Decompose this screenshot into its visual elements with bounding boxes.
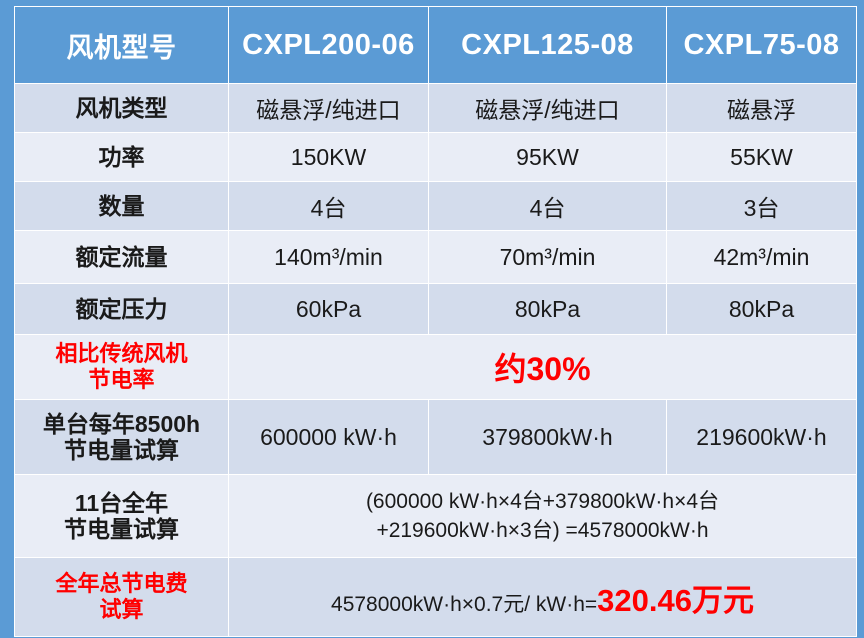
total-cost-label-line1: 全年总节电费 — [55, 570, 188, 596]
saving-rate-label-line1: 相比传统风机 — [55, 340, 188, 366]
cell-power-2: 95KW — [428, 132, 667, 182]
cell-rated-flow-1: 140m³/min — [228, 230, 429, 284]
row-label-fan-type: 风机类型 — [14, 83, 229, 133]
table-row: 风机类型 磁悬浮/纯进口 磁悬浮/纯进口 磁悬浮 — [14, 83, 857, 133]
eleven-units-label-line2: 节电量试算 — [64, 516, 179, 542]
header-model-3: CXPL75-08 — [666, 6, 857, 84]
annual-per-unit-label-line1: 单台每年8500h — [42, 410, 201, 437]
cell-rated-pressure-3: 80kPa — [666, 283, 857, 335]
header-model-2: CXPL125-08 — [428, 6, 667, 84]
row-label-annual-per-unit: 单台每年8500h 节电量试算 — [14, 399, 229, 475]
cell-quantity-1: 4台 — [228, 181, 429, 231]
total-cost-label-line2: 试算 — [99, 597, 144, 622]
saving-rate-label-line2: 节电率 — [88, 367, 155, 392]
table-row: 数量 4台 4台 3台 — [14, 181, 857, 231]
cell-annual-per-unit-1: 600000 kW·h — [228, 399, 429, 475]
row-label-total-cost: 全年总节电费 试算 — [14, 557, 229, 637]
table-row-annual-per-unit: 单台每年8500h 节电量试算 600000 kW·h 379800kW·h 2… — [14, 399, 857, 475]
row-label-eleven-units: 11台全年 节电量试算 — [14, 474, 229, 558]
header-model-1: CXPL200-06 — [228, 6, 429, 84]
eleven-units-formula-line2: +219600kW·h×3台) =4578000kW·h — [376, 519, 709, 542]
row-label-saving-rate: 相比传统风机 节电率 — [14, 334, 229, 400]
total-cost-result: 320.46万元 — [597, 582, 754, 618]
cell-rated-pressure-2: 80kPa — [428, 283, 667, 335]
total-cost-expression: 4578000kW·h×0.7元/ kW·h= — [331, 592, 598, 616]
table-row: 额定压力 60kPa 80kPa 80kPa — [14, 283, 857, 335]
cell-power-3: 55KW — [666, 132, 857, 182]
cell-quantity-3: 3台 — [666, 181, 857, 231]
cell-power-1: 150KW — [228, 132, 429, 182]
eleven-units-label-line1: 11台全年 — [74, 489, 169, 516]
fan-comparison-table: 风机型号 CXPL200-06 CXPL125-08 CXPL75-08 风机类… — [14, 6, 857, 637]
cell-fan-type-2: 磁悬浮/纯进口 — [428, 83, 667, 133]
header-label-model: 风机型号 — [14, 6, 229, 84]
cell-annual-per-unit-2: 379800kW·h — [428, 399, 667, 475]
cell-quantity-2: 4台 — [428, 181, 667, 231]
table-row-eleven-units: 11台全年 节电量试算 (600000 kW·h×4台+379800kW·h×4… — [14, 474, 857, 558]
cell-annual-per-unit-3: 219600kW·h — [666, 399, 857, 475]
cell-rated-pressure-1: 60kPa — [228, 283, 429, 335]
cell-saving-rate-value: 约30% — [228, 334, 857, 400]
table-row: 额定流量 140m³/min 70m³/min 42m³/min — [14, 230, 857, 284]
row-label-rated-flow: 额定流量 — [14, 230, 229, 284]
cell-eleven-units-formula: (600000 kW·h×4台+379800kW·h×4台 +219600kW·… — [228, 474, 857, 558]
cell-rated-flow-2: 70m³/min — [428, 230, 667, 284]
cell-fan-type-3: 磁悬浮 — [666, 83, 857, 133]
row-label-quantity: 数量 — [14, 181, 229, 231]
row-label-rated-pressure: 额定压力 — [14, 283, 229, 335]
eleven-units-formula-line1: (600000 kW·h×4台+379800kW·h×4台 — [365, 489, 720, 513]
cell-fan-type-1: 磁悬浮/纯进口 — [228, 83, 429, 133]
table-row: 功率 150KW 95KW 55KW — [14, 132, 857, 182]
row-label-power: 功率 — [14, 132, 229, 182]
table-header-row: 风机型号 CXPL200-06 CXPL125-08 CXPL75-08 — [14, 6, 857, 84]
cell-total-cost-value: 4578000kW·h×0.7元/ kW·h=320.46万元 — [228, 557, 857, 637]
table-row-total-cost: 全年总节电费 试算 4578000kW·h×0.7元/ kW·h=320.46万… — [14, 557, 857, 637]
table-row-saving-rate: 相比传统风机 节电率 约30% — [14, 334, 857, 400]
cell-rated-flow-3: 42m³/min — [666, 230, 857, 284]
annual-per-unit-label-line2: 节电量试算 — [64, 437, 179, 463]
